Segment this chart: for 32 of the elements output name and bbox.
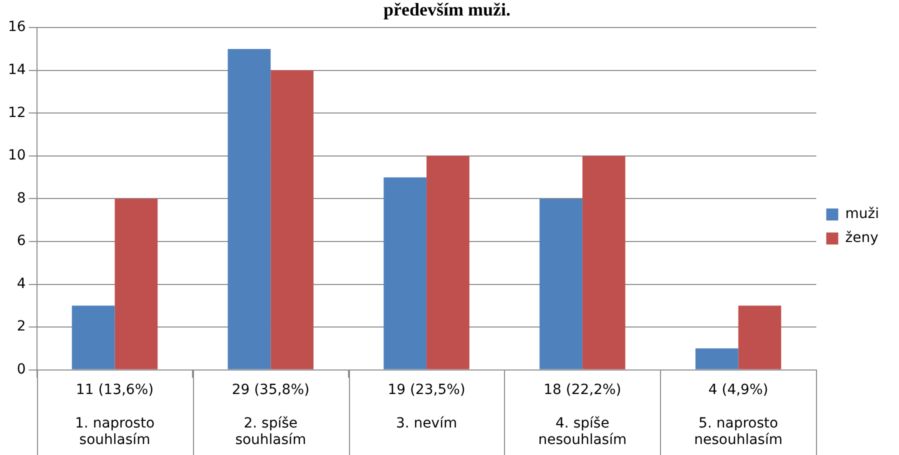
- bar: [72, 306, 115, 370]
- bar: [540, 198, 582, 370]
- bar: [738, 306, 782, 370]
- legend-label: muži: [845, 206, 879, 222]
- x-tick-label: 5. naprosto nesouhlasím: [694, 415, 783, 448]
- legend-label: ženy: [845, 230, 878, 246]
- bar: [582, 156, 626, 370]
- total-label: 29 (35,8%): [232, 382, 310, 398]
- y-tick-label: 16: [8, 19, 26, 36]
- x-tick-label: 4. spíše nesouhlasím: [538, 415, 627, 448]
- y-tick-label: 2: [16, 318, 26, 335]
- chart-title: především muži.: [384, 0, 510, 20]
- y-tick-label: 8: [16, 190, 26, 206]
- y-tick-label: 14: [8, 62, 26, 78]
- y-tick-label: 10: [8, 148, 26, 164]
- total-label: 4 (4,9%): [708, 382, 768, 398]
- y-tick-label: 6: [16, 233, 26, 250]
- x-tick-label: 3. nevím: [396, 415, 458, 432]
- y-tick-label: 12: [8, 104, 26, 121]
- bar: [695, 348, 738, 370]
- y-tick-label: 4: [16, 276, 26, 292]
- total-label: 11 (13,6%): [76, 382, 154, 398]
- bar: [270, 70, 314, 370]
- total-label: 19 (23,5%): [388, 382, 466, 398]
- x-tick-label: 2. spíše souhlasím: [235, 415, 306, 448]
- bar: [114, 198, 158, 370]
- x-tick-label: 1. naprosto souhlasím: [75, 415, 155, 448]
- total-label: 18 (22,2%): [544, 382, 622, 398]
- bar: [384, 177, 427, 370]
- bar: [426, 156, 470, 370]
- bar: [228, 48, 271, 370]
- y-tick-label: 0: [16, 361, 26, 378]
